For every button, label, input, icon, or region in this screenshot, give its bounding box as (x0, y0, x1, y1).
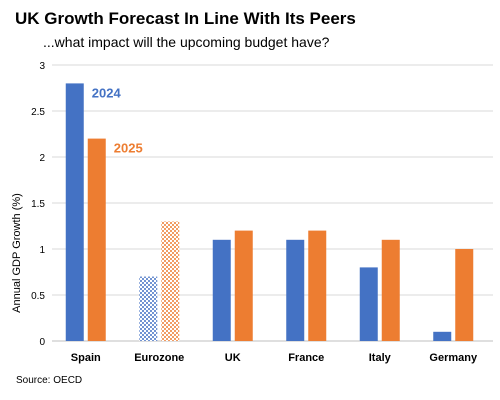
y-tick-label: 2.5 (31, 107, 45, 118)
chart-title: UK Growth Forecast In Line With Its Peer… (15, 9, 356, 28)
y-tick-label: 1.5 (31, 199, 45, 210)
gridlines (52, 64, 493, 342)
y-tick-label: 1 (39, 245, 45, 256)
source-note: Source: OECD (16, 375, 83, 386)
chart-subtitle: ...what impact will the upcoming budget … (43, 34, 330, 50)
x-tick-label: France (288, 352, 324, 364)
y-tick-label: 3 (39, 61, 45, 72)
x-tick-label: UK (225, 352, 241, 364)
bar-2025-italy (381, 239, 400, 341)
x-axis-ticks: Spain Eurozone UK France Italy Germany (71, 352, 478, 364)
y-tick-label: 2 (39, 153, 45, 164)
x-tick-label: Eurozone (134, 352, 184, 364)
bar-2024-eurozone (139, 276, 158, 341)
x-tick-label: Germany (429, 352, 478, 364)
bar-2024-italy (359, 267, 378, 341)
bar-2024-germany (433, 331, 452, 341)
legend: 2024 2025 (92, 85, 143, 155)
x-tick-label: Spain (71, 352, 101, 364)
bar-2024-france (286, 239, 305, 341)
y-tick-label: 0 (39, 337, 45, 348)
bar-2025-germany (455, 249, 474, 341)
y-axis-label: Annual GDP Growth (%) (11, 193, 23, 313)
series-label-2024: 2024 (92, 85, 122, 100)
bars (65, 83, 474, 342)
bar-2025-eurozone (161, 221, 180, 341)
bar-2024-spain (65, 83, 84, 342)
bar-2024-uk (212, 239, 231, 341)
series-label-2025: 2025 (114, 141, 143, 156)
y-tick-label: 0.5 (31, 291, 45, 302)
y-axis-ticks: 0 0.5 1 1.5 2 2.5 3 (31, 61, 45, 348)
x-tick-label: Italy (369, 352, 392, 364)
bar-2025-spain (87, 138, 106, 341)
bar-2025-france (308, 230, 327, 341)
bar-2025-uk (234, 230, 253, 341)
